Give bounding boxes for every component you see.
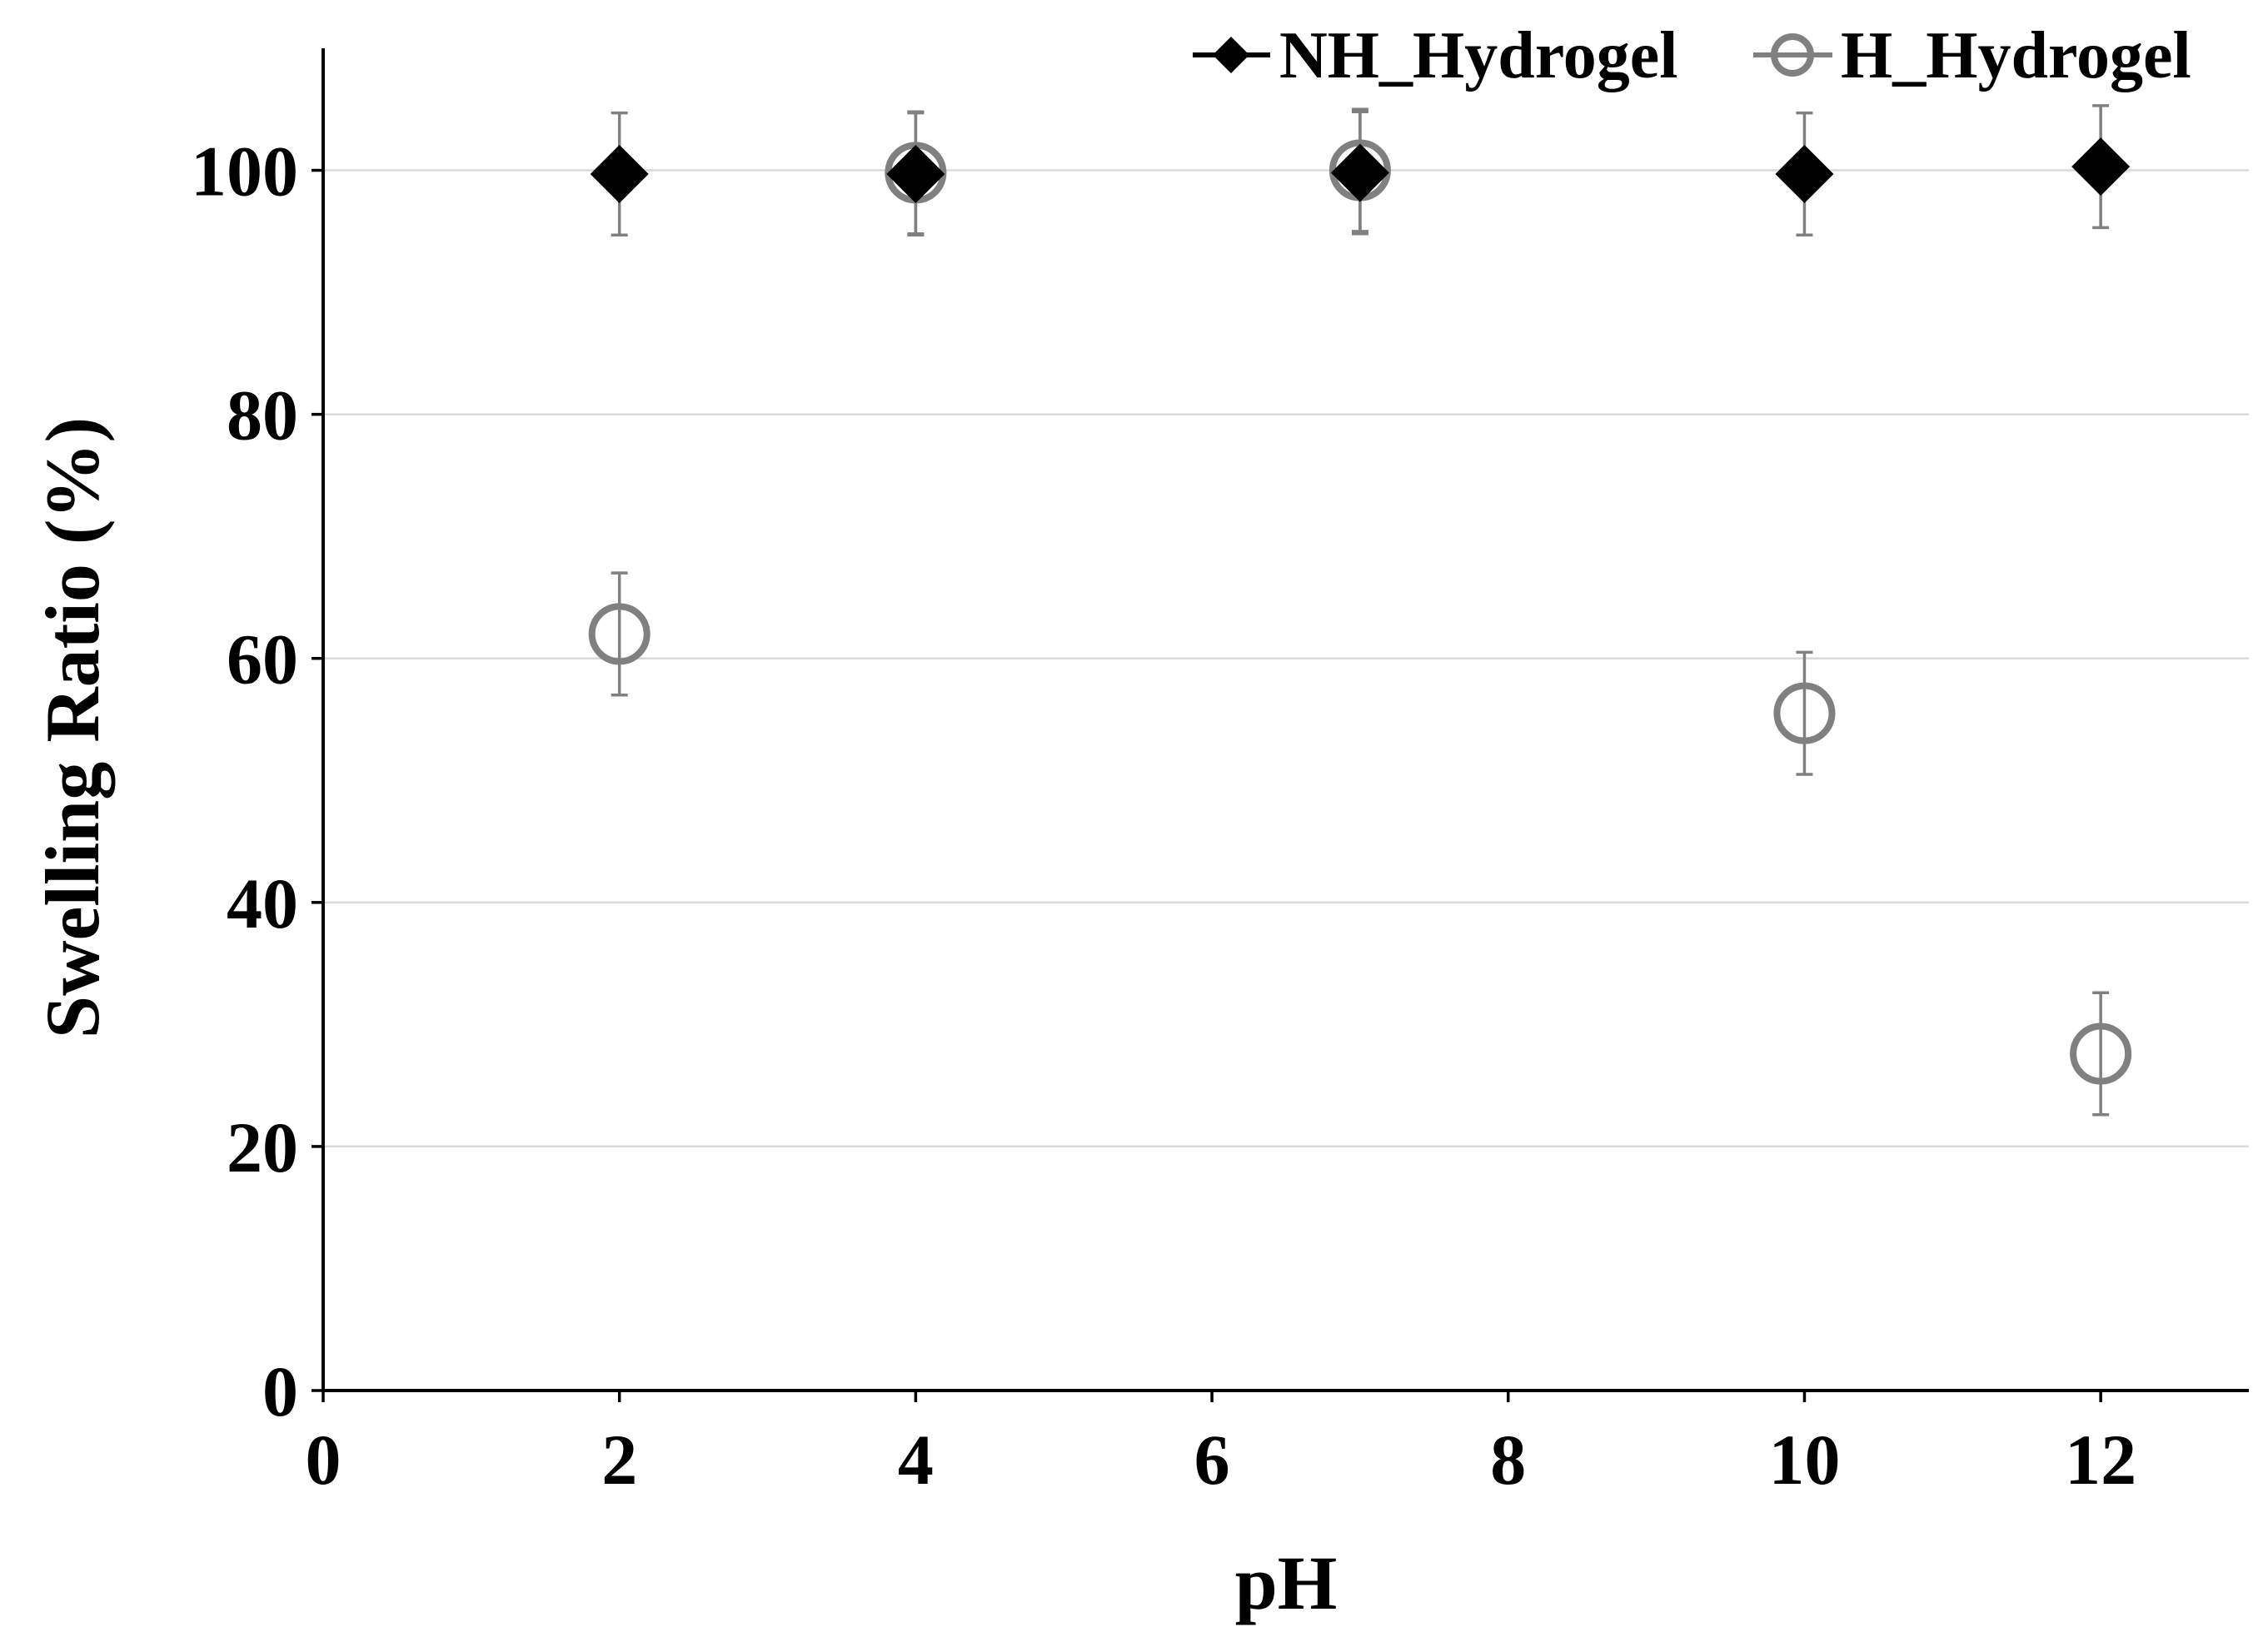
x-tick-label: 0 — [306, 1420, 341, 1500]
data-point — [1773, 682, 1836, 744]
x-tick-label: 2 — [601, 1420, 637, 1500]
data-point — [588, 603, 650, 665]
y-tick-label: 80 — [227, 376, 298, 455]
legend-marker — [1213, 37, 1249, 73]
data-point — [590, 144, 649, 203]
x-tick-label: 6 — [1194, 1420, 1230, 1500]
series-H_Hydrogel — [588, 107, 2132, 1117]
data-series — [588, 104, 2132, 1117]
data-point — [2070, 1022, 2132, 1085]
y-tick-label: 60 — [227, 619, 298, 699]
x-axis-ticks: 0 2 4 6 8 10 12 — [306, 1391, 2136, 1500]
y-tick-label: 20 — [227, 1107, 298, 1187]
y-tick-label: 0 — [262, 1351, 298, 1431]
data-point — [2071, 137, 2131, 197]
data-point — [1330, 143, 1389, 202]
x-tick-label: 4 — [898, 1420, 934, 1500]
y-axis-ticks: 0 20 40 60 80 100 — [191, 132, 323, 1431]
legend-label: H_Hydrogel — [1841, 19, 2191, 92]
legend-label: NH_Hydrogel — [1279, 19, 1678, 92]
x-tick-label: 10 — [1768, 1420, 1840, 1500]
legend: NH_Hydrogel H_Hydrogel — [1193, 19, 2191, 92]
x-tick-label: 8 — [1490, 1420, 1526, 1500]
y-tick-label: 40 — [227, 863, 298, 943]
series-NH_Hydrogel — [590, 104, 2131, 236]
y-axis-title: Swelling Ratio (%) — [30, 417, 115, 1038]
axes — [322, 48, 2249, 1392]
x-tick-label: 12 — [2065, 1420, 2136, 1500]
data-point — [886, 144, 945, 203]
legend-marker — [1771, 33, 1814, 77]
y-tick-label: 100 — [191, 132, 298, 211]
data-point — [1775, 144, 1834, 203]
x-axis-title: pH — [1235, 1540, 1338, 1625]
